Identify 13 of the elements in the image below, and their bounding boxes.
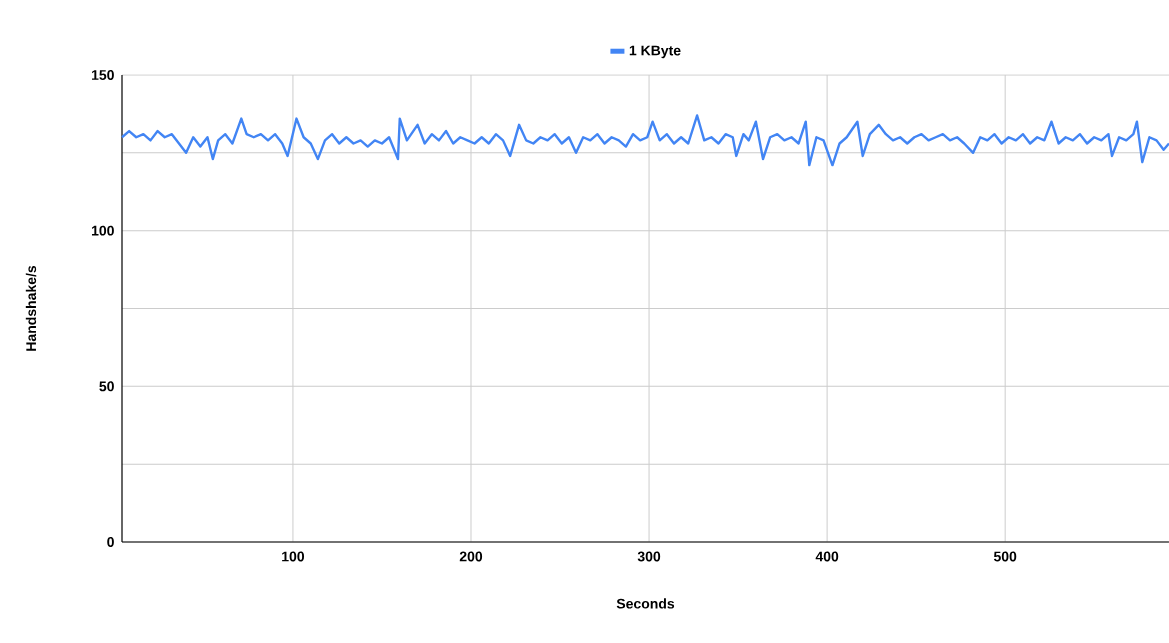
line-series xyxy=(120,114,1169,167)
legend-label: 1 KByte xyxy=(629,45,681,59)
x-tick-label: 100 xyxy=(282,551,305,562)
y-axis-title: Handshake/s xyxy=(25,265,37,351)
x-tick-label: 500 xyxy=(993,551,1017,562)
x-tick-label: 300 xyxy=(637,551,661,562)
x-tick-label: 200 xyxy=(459,551,483,562)
y-tick-label: 50 xyxy=(99,381,114,392)
x-axis-title: Seconds xyxy=(616,598,675,609)
y-tick-label: 100 xyxy=(91,225,114,236)
y-tick-label: 150 xyxy=(91,70,114,80)
y-tick-label: 0 xyxy=(107,537,114,547)
x-tick-label: 400 xyxy=(815,551,839,562)
